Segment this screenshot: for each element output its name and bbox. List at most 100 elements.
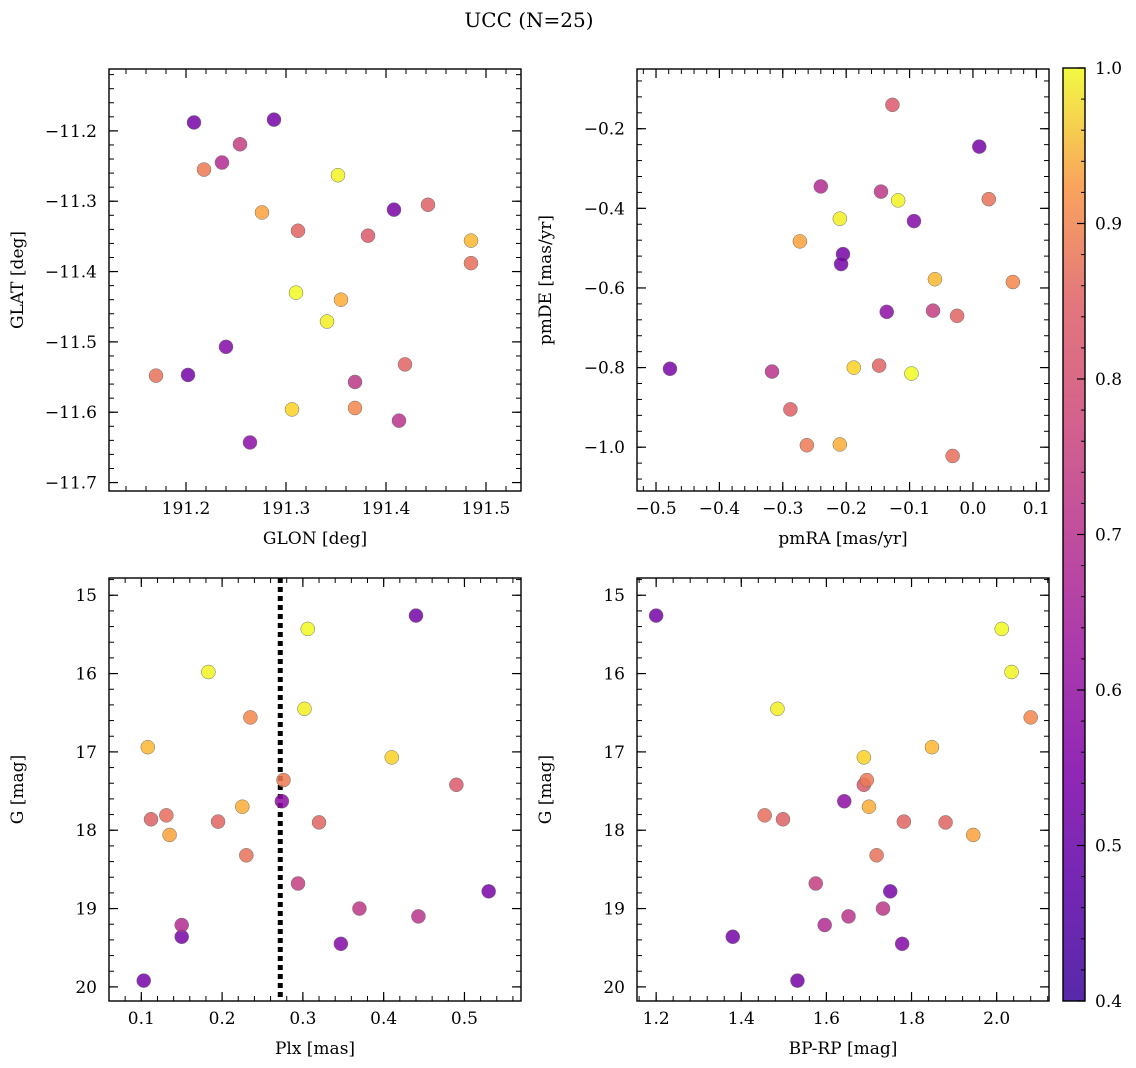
data-point (463, 255, 479, 271)
data-point (725, 929, 741, 945)
data-point (449, 777, 464, 793)
axes-frame (108, 577, 522, 1002)
y-tick-label: −0.4 (584, 199, 625, 219)
data-point (856, 750, 872, 765)
y-tick-label: 18 (75, 821, 97, 841)
data-point (770, 701, 785, 717)
data-point (196, 162, 212, 177)
data-point (284, 402, 300, 417)
data-point (896, 814, 912, 829)
data-point (274, 794, 290, 809)
data-point (136, 973, 151, 988)
data-point (869, 848, 884, 863)
panel-bprp-g: 1.2 1.4 1.6 1.8 2.0 15 16 17 18 19 20 BP-RP [mag] G … (536, 577, 1050, 1059)
data-point (904, 366, 919, 381)
data-point (799, 437, 815, 453)
data-point (266, 112, 282, 127)
data-point (397, 357, 413, 372)
data-point (890, 193, 906, 208)
data-point (243, 710, 258, 725)
data-point (938, 815, 953, 830)
panel-glon-glat: 191.2 191.3 191.4 191.5 −11.2 −11.3 −11.4 −11.5… (8, 68, 522, 549)
data-point (300, 621, 315, 637)
data-point (965, 827, 981, 843)
x-tick-label: 1.6 (813, 1009, 840, 1029)
data-point (1004, 664, 1019, 680)
data-point (384, 750, 399, 765)
data-point (906, 213, 922, 229)
data-point (159, 808, 174, 823)
data-point (846, 360, 862, 375)
y-axis-label: GLAT [deg] (8, 231, 28, 329)
data-point (162, 827, 177, 843)
x-tick-label: 191.3 (262, 499, 311, 519)
data-point (945, 448, 960, 464)
data-point (186, 115, 202, 130)
data-point (817, 917, 832, 933)
data-point (319, 314, 335, 329)
data-point (352, 901, 367, 916)
axes-frame (108, 68, 522, 492)
colorbar-tick-label: 0.7 (1095, 526, 1122, 546)
data-point (832, 211, 848, 226)
y-tick-label: 17 (603, 743, 625, 763)
data-point (391, 413, 407, 428)
data-point (837, 794, 852, 809)
data-point (254, 205, 270, 220)
y-tick-label: −0.2 (584, 120, 625, 140)
colorbar: 0.4 0.5 0.6 0.7 0.8 0.9 1.0 (1062, 59, 1122, 1012)
data-point (972, 139, 987, 154)
data-point (143, 812, 159, 827)
y-tick-label: 18 (603, 821, 625, 841)
y-tick-label: 17 (75, 743, 97, 763)
data-point (981, 191, 997, 207)
data-point (925, 303, 941, 318)
data-point (873, 184, 889, 199)
data-point (242, 435, 258, 450)
data-point (832, 437, 848, 452)
data-point (201, 664, 216, 680)
colorbar-tick-label: 0.9 (1095, 215, 1122, 235)
y-tick-label: 19 (75, 900, 97, 920)
x-tick-label: −0.5 (635, 499, 676, 519)
data-point (813, 179, 829, 194)
data-point (808, 876, 824, 891)
data-point (871, 358, 887, 373)
data-point (140, 739, 156, 755)
x-tick-label: 1.4 (728, 1009, 755, 1029)
data-point (885, 97, 900, 113)
data-point (783, 402, 798, 417)
x-tick-label: 0.2 (209, 1009, 236, 1029)
y-tick-label: −1.0 (584, 438, 625, 458)
data-point (333, 936, 349, 952)
data-point (662, 361, 678, 377)
y-tick-label: 19 (603, 900, 625, 920)
panel-pmra-pmde: −0.5 −0.4 −0.3 −0.2 −0.1 0.0 0.1 −0.2 −0.4 −0.6 −0… (536, 68, 1050, 549)
data-point (235, 799, 250, 814)
y-tick-label: 20 (603, 978, 625, 998)
data-point (411, 909, 426, 924)
data-point (463, 233, 479, 248)
data-point (408, 608, 424, 623)
x-tick-label: 0.5 (451, 1009, 478, 1029)
x-tick-label: 0.0 (959, 499, 986, 519)
x-tick-label: −0.4 (699, 499, 740, 519)
data-point (833, 256, 849, 272)
data-point (333, 292, 349, 307)
y-tick-label: −11.2 (45, 122, 97, 142)
data-point (894, 936, 910, 952)
x-tick-label: 0.1 (1023, 499, 1050, 519)
data-point (420, 197, 436, 212)
data-point (347, 400, 363, 416)
x-tick-label: 1.8 (898, 1009, 925, 1029)
x-tick-label: −0.2 (826, 499, 867, 519)
data-point (481, 884, 496, 899)
colorbar-tick-label: 1.0 (1095, 59, 1122, 79)
data-point (927, 271, 943, 287)
y-tick-label: −11.5 (45, 333, 97, 353)
data-point (311, 815, 327, 830)
data-point (924, 739, 940, 755)
x-axis-label: BP-RP [mag] (789, 1039, 898, 1059)
colorbar-tick-label: 0.4 (1095, 992, 1122, 1012)
